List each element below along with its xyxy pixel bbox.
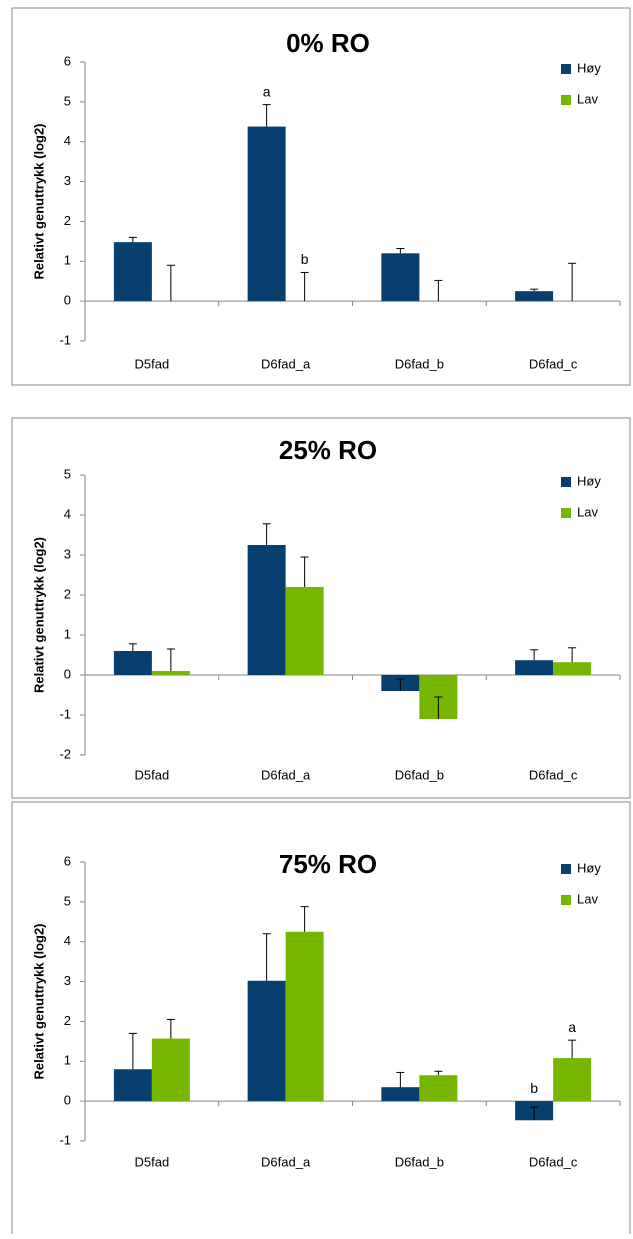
y-tick-label: 6 xyxy=(64,53,71,68)
y-tick-label: 0 xyxy=(64,666,71,681)
bar xyxy=(553,662,592,675)
panel xyxy=(11,417,631,799)
y-axis-label: Relativt genuttrykk (log2) xyxy=(31,537,46,693)
legend-label: Høy xyxy=(577,860,601,875)
bar xyxy=(247,980,286,1102)
y-tick-label: -1 xyxy=(59,332,71,347)
y-tick-label: 6 xyxy=(64,853,71,868)
bar xyxy=(113,242,152,302)
bar xyxy=(285,931,324,1102)
legend-label: Lav xyxy=(577,891,598,906)
legend-swatch xyxy=(561,508,571,518)
y-tick-label: 5 xyxy=(64,93,71,108)
panel xyxy=(11,801,631,1239)
bar xyxy=(381,1087,420,1102)
x-tick-label: D6fad_b xyxy=(395,767,444,782)
y-tick-label: 0 xyxy=(64,1093,71,1108)
chart-title: 0% RO xyxy=(286,28,370,58)
legend-label: Lav xyxy=(577,504,598,519)
bar xyxy=(553,1058,592,1102)
bar xyxy=(151,671,190,675)
bar xyxy=(151,1038,190,1102)
y-tick-label: 3 xyxy=(64,973,71,988)
legend-label: Høy xyxy=(577,473,601,488)
legend-label: Høy xyxy=(577,60,601,75)
y-tick-label: 2 xyxy=(64,1013,71,1028)
x-tick-label: D5fad xyxy=(135,1154,170,1169)
y-tick-label: 3 xyxy=(64,546,71,561)
y-tick-label: 1 xyxy=(64,1053,71,1068)
y-axis-label: Relativt genuttrykk (log2) xyxy=(31,923,46,1079)
y-tick-label: 2 xyxy=(64,586,71,601)
y-tick-label: 4 xyxy=(64,133,71,148)
bar xyxy=(515,660,554,675)
y-tick-label: 4 xyxy=(64,933,71,948)
x-tick-label: D6fad_a xyxy=(261,767,311,782)
bar xyxy=(419,1075,458,1102)
y-tick-label: 5 xyxy=(64,893,71,908)
bar xyxy=(515,291,554,302)
y-tick-label: 5 xyxy=(64,466,71,481)
y-tick-label: 0 xyxy=(64,293,71,308)
y-tick-label: 3 xyxy=(64,173,71,188)
panel xyxy=(11,7,631,386)
x-tick-label: D6fad_a xyxy=(261,1154,311,1169)
y-tick-label: -1 xyxy=(59,706,71,721)
legend-label: Lav xyxy=(577,91,598,106)
bar xyxy=(113,651,152,675)
x-tick-label: D6fad_c xyxy=(529,767,578,782)
legend-swatch xyxy=(561,864,571,874)
bar xyxy=(285,587,324,675)
bar xyxy=(381,253,420,302)
x-tick-label: D6fad_a xyxy=(261,356,311,371)
chart-title: 75% RO xyxy=(279,849,377,879)
x-tick-label: D6fad_c xyxy=(529,356,578,371)
x-tick-label: D5fad xyxy=(135,356,170,371)
y-tick-label: 2 xyxy=(64,213,71,228)
y-axis-label: Relativt genuttrykk (log2) xyxy=(31,123,46,279)
legend-swatch xyxy=(561,64,571,74)
chart-title: 25% RO xyxy=(279,435,377,465)
bar xyxy=(247,126,286,302)
y-tick-label: 4 xyxy=(64,506,71,521)
legend-swatch xyxy=(561,95,571,105)
significance-label: b xyxy=(530,1080,538,1096)
significance-label: a xyxy=(263,83,271,99)
bar xyxy=(113,1069,152,1102)
y-tick-label: 1 xyxy=(64,253,71,268)
x-tick-label: D6fad_c xyxy=(529,1154,578,1169)
y-tick-label: -1 xyxy=(59,1132,71,1147)
y-tick-label: -2 xyxy=(59,746,71,761)
y-tick-label: 1 xyxy=(64,626,71,641)
legend-swatch xyxy=(561,477,571,487)
significance-label: b xyxy=(301,251,309,267)
x-tick-label: D6fad_b xyxy=(395,356,444,371)
x-tick-label: D6fad_b xyxy=(395,1154,444,1169)
bar xyxy=(247,545,286,675)
x-tick-label: D5fad xyxy=(135,767,170,782)
significance-label: a xyxy=(568,1019,576,1035)
legend-swatch xyxy=(561,895,571,905)
